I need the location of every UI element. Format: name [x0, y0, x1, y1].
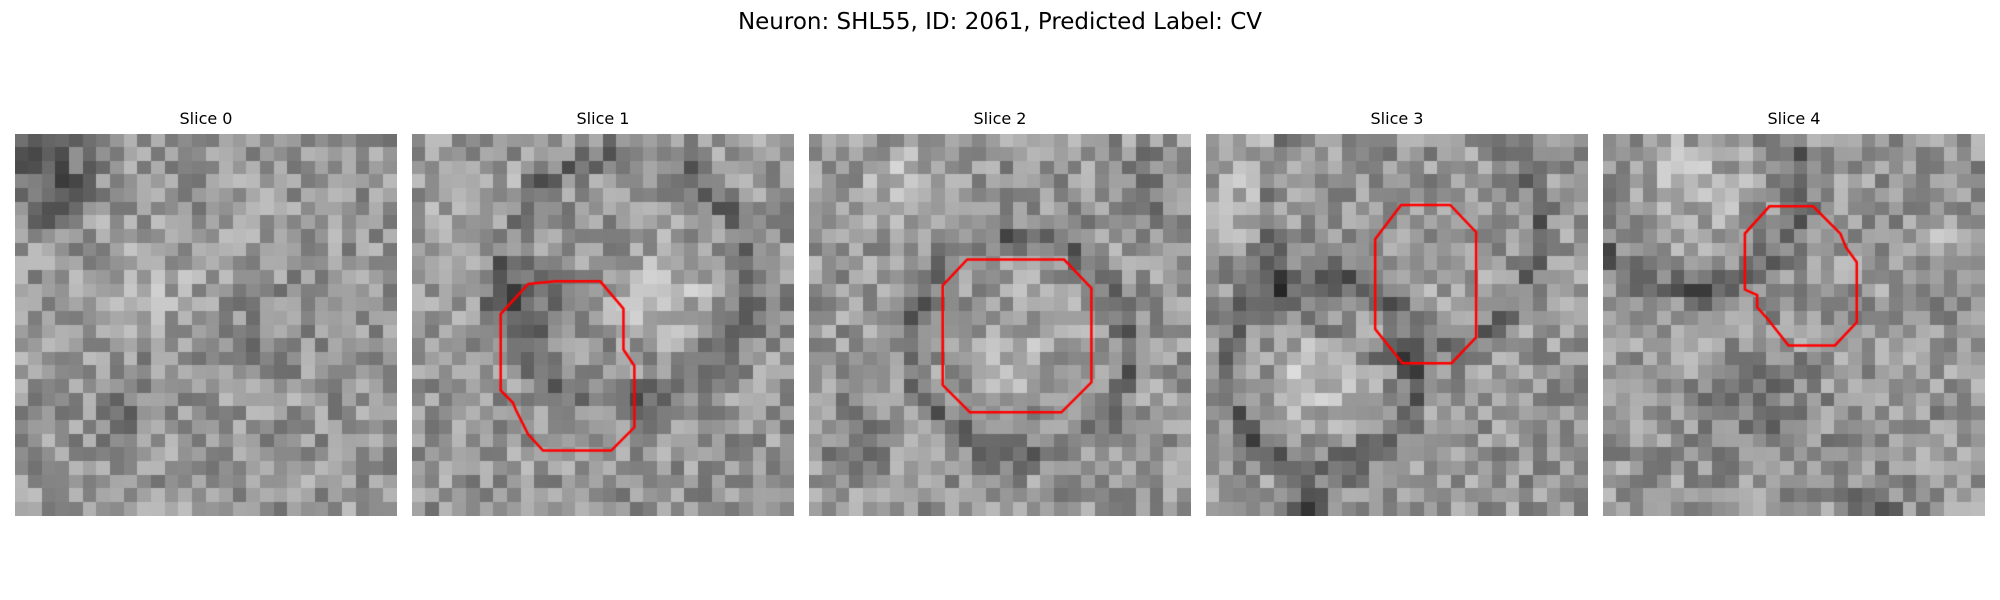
slice-panel-1: Slice 1 — [412, 108, 794, 516]
figure-title: Neuron: SHL55, ID: 2061, Predicted Label… — [737, 9, 1263, 35]
slice-panel-2: Slice 2 — [809, 108, 1191, 516]
slice-image — [809, 134, 1191, 516]
slice-title: Slice 3 — [1370, 109, 1424, 128]
grayscale-slice-image — [412, 134, 794, 516]
slice-title: Slice 0 — [179, 109, 233, 128]
slice-title: Slice 1 — [576, 109, 630, 128]
grayscale-slice-image — [1603, 134, 1985, 516]
slice-panel-0: Slice 0 — [15, 108, 397, 516]
slice-image — [1206, 134, 1588, 516]
slice-panel-4: Slice 4 — [1603, 108, 1985, 516]
slice-image — [412, 134, 794, 516]
slice-panel-3: Slice 3 — [1206, 108, 1588, 516]
slice-title: Slice 4 — [1767, 109, 1821, 128]
grayscale-slice-image — [1206, 134, 1588, 516]
grayscale-slice-image — [15, 134, 397, 516]
slice-image — [15, 134, 397, 516]
slice-image — [1603, 134, 1985, 516]
grayscale-slice-image — [809, 134, 1191, 516]
slice-title: Slice 2 — [973, 109, 1027, 128]
